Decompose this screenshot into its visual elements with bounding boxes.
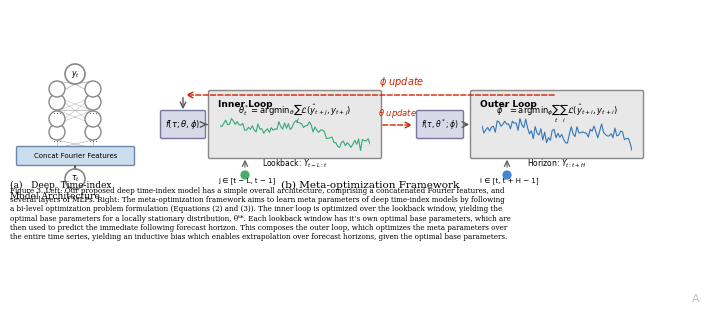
Text: Concat Fourier Features: Concat Fourier Features: [34, 153, 117, 159]
Text: A: A: [693, 294, 700, 304]
Text: $f(\tau,\theta^*;\phi)$: $f(\tau,\theta^*;\phi)$: [421, 117, 459, 132]
Circle shape: [502, 170, 512, 180]
Text: Figure 3. Left: Our proposed deep time-index model has a simple overall architec: Figure 3. Left: Our proposed deep time-i…: [10, 187, 511, 241]
FancyBboxPatch shape: [209, 91, 382, 159]
Circle shape: [49, 81, 65, 97]
Text: ...: ...: [53, 134, 61, 144]
Circle shape: [240, 170, 250, 180]
Text: Lookback: $Y_{t-L:t}$: Lookback: $Y_{t-L:t}$: [262, 158, 328, 170]
Text: i ∈ [t, t + H − 1]: i ∈ [t, t + H − 1]: [480, 178, 539, 184]
Text: $\theta$ update: $\theta$ update: [377, 107, 416, 120]
Text: ...: ...: [89, 134, 97, 144]
Circle shape: [85, 94, 101, 110]
Circle shape: [85, 124, 101, 140]
Circle shape: [65, 169, 85, 189]
Text: $\theta_t^* = \mathrm{argmin}_\theta \sum_j \mathcal{L}(\hat{y}_{t+j}, y_{t+j})$: $\theta_t^* = \mathrm{argmin}_\theta \su…: [238, 103, 352, 125]
Text: (a)   Deep  Time-index
Model Architecture: (a) Deep Time-index Model Architecture: [10, 181, 112, 201]
Text: Outer Loop: Outer Loop: [480, 100, 536, 109]
Text: j ∈ [t − L, t − 1]: j ∈ [t − L, t − 1]: [218, 178, 275, 184]
Circle shape: [85, 81, 101, 97]
Text: $y_t$: $y_t$: [71, 69, 79, 79]
Text: Horizon: $Y_{t:t+H}$: Horizon: $Y_{t:t+H}$: [527, 158, 587, 170]
Text: ...: ...: [89, 106, 97, 116]
Text: $f(\tau;\theta,\phi)$: $f(\tau;\theta,\phi)$: [166, 118, 201, 131]
Text: Inner Loop: Inner Loop: [218, 100, 272, 109]
Circle shape: [49, 111, 65, 127]
FancyBboxPatch shape: [416, 111, 464, 138]
Text: ...: ...: [53, 106, 61, 116]
Circle shape: [49, 124, 65, 140]
Circle shape: [85, 111, 101, 127]
FancyBboxPatch shape: [17, 146, 135, 166]
FancyBboxPatch shape: [161, 111, 205, 138]
Circle shape: [65, 64, 85, 84]
Text: $\phi$ update: $\phi$ update: [379, 75, 425, 89]
FancyBboxPatch shape: [470, 91, 644, 159]
Text: (b) Meta-optimization Framework: (b) Meta-optimization Framework: [281, 181, 459, 190]
Text: $\tau_t$: $\tau_t$: [71, 174, 79, 184]
Text: $\phi^* = \mathrm{argmin}_\phi \sum_t \sum_i \mathcal{L}(\hat{y}_{t+i}, y_{t+i}): $\phi^* = \mathrm{argmin}_\phi \sum_t \s…: [496, 103, 618, 125]
Circle shape: [49, 94, 65, 110]
